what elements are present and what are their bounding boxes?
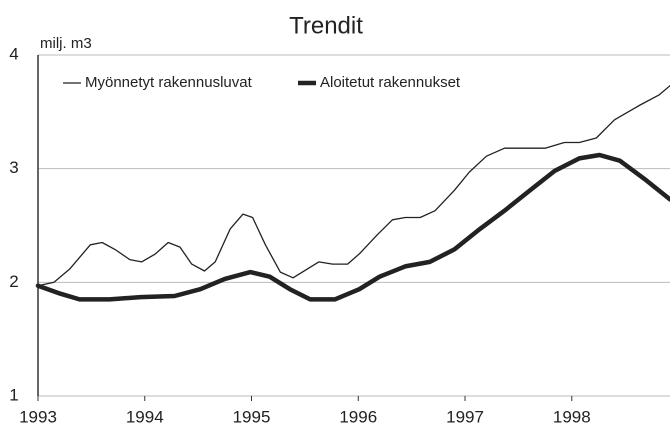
x-tick-label: 1998 (553, 407, 591, 426)
x-tick-label: 1994 (126, 407, 164, 426)
series-line (35, 152, 670, 302)
y-tick-label: 1 (9, 385, 18, 404)
x-tick-label: 1993 (19, 407, 57, 426)
legend-label: Aloitetut rakennukset (320, 74, 461, 91)
legend-label: Myönnetyt rakennusluvat (85, 74, 253, 91)
x-tick-label: 1996 (339, 407, 377, 426)
x-tick-label: 1997 (446, 407, 484, 426)
y-tick-label: 4 (9, 44, 18, 63)
series-line (37, 85, 670, 287)
y-axis-label: milj. m3 (40, 35, 92, 52)
chart-title: Trendit (289, 12, 363, 39)
y-tick-label: 3 (9, 158, 18, 177)
y-tick-label: 2 (9, 272, 18, 291)
x-tick-label: 1995 (233, 407, 271, 426)
